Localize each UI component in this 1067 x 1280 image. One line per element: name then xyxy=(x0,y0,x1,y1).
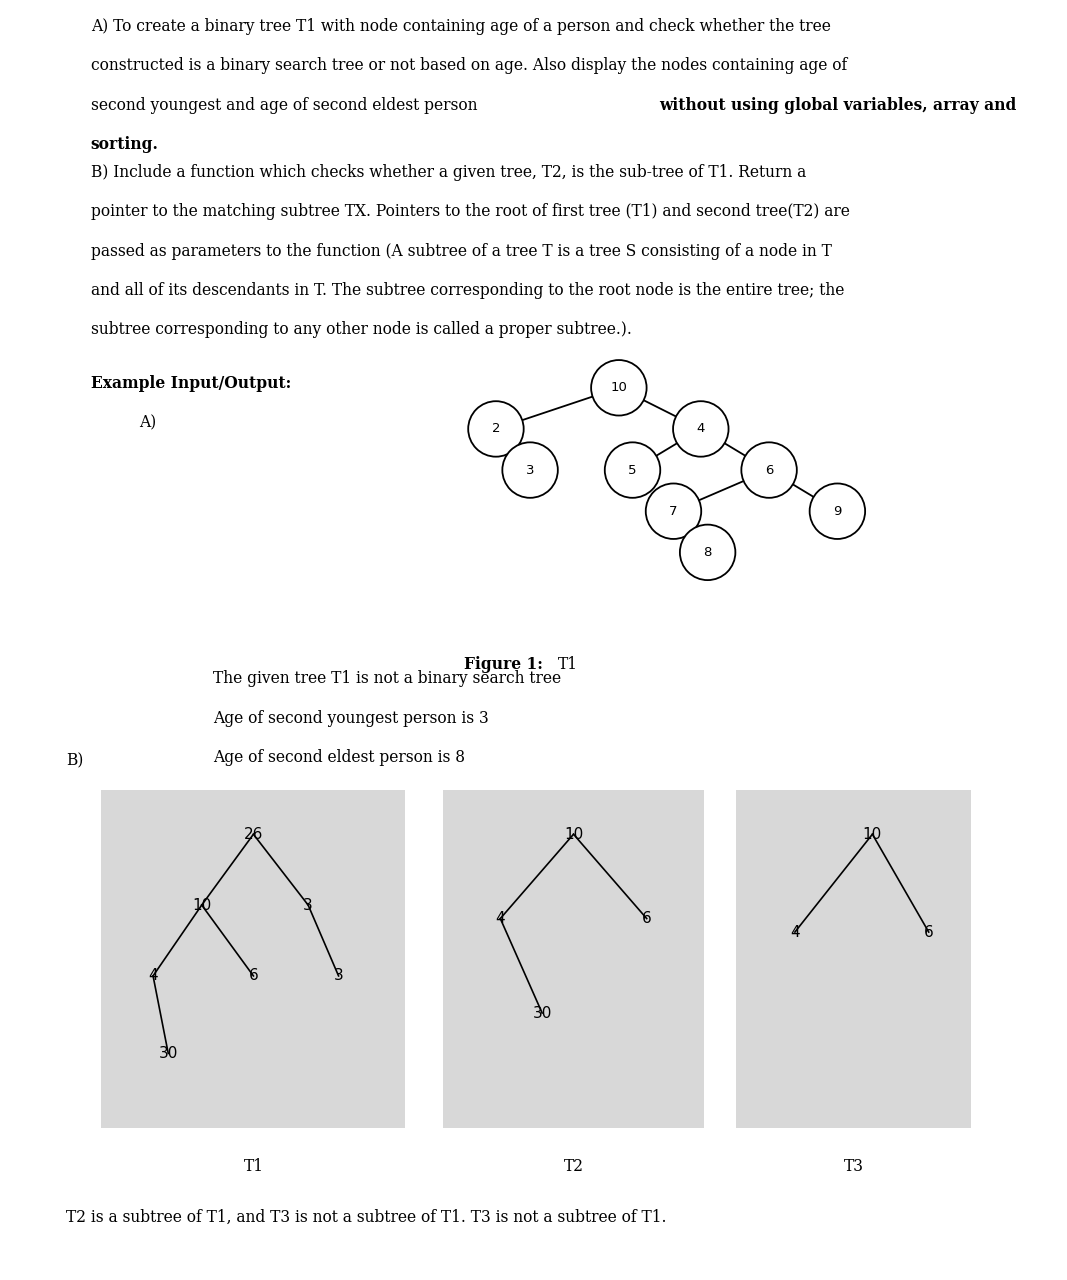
Ellipse shape xyxy=(468,401,524,457)
Ellipse shape xyxy=(742,443,797,498)
Ellipse shape xyxy=(591,360,647,416)
Text: A) To create a binary tree T1 with node containing age of a person and check whe: A) To create a binary tree T1 with node … xyxy=(91,18,830,35)
Ellipse shape xyxy=(680,525,735,580)
Ellipse shape xyxy=(810,484,865,539)
Text: 5: 5 xyxy=(628,463,637,476)
Ellipse shape xyxy=(673,401,729,457)
Text: subtree corresponding to any other node is called a proper subtree.).: subtree corresponding to any other node … xyxy=(91,321,632,338)
Text: sorting.: sorting. xyxy=(91,136,159,154)
Text: 9: 9 xyxy=(833,504,842,517)
Ellipse shape xyxy=(646,484,701,539)
Text: T3: T3 xyxy=(844,1157,863,1175)
Text: 10: 10 xyxy=(563,827,584,842)
FancyBboxPatch shape xyxy=(736,790,971,1128)
Ellipse shape xyxy=(605,443,660,498)
Text: 3: 3 xyxy=(334,969,344,983)
Text: 30: 30 xyxy=(532,1006,552,1020)
Text: 4: 4 xyxy=(495,911,505,925)
Text: Age of second youngest person is 3: Age of second youngest person is 3 xyxy=(213,709,489,727)
Text: 10: 10 xyxy=(610,381,627,394)
Text: 4: 4 xyxy=(697,422,705,435)
Text: 4: 4 xyxy=(790,924,800,940)
Text: B): B) xyxy=(66,753,83,769)
Ellipse shape xyxy=(503,443,558,498)
Text: second youngest and age of second eldest person: second youngest and age of second eldest… xyxy=(91,97,482,114)
Text: without using global variables, array and: without using global variables, array an… xyxy=(659,97,1017,114)
Text: A): A) xyxy=(139,415,156,431)
Text: constructed is a binary search tree or not based on age. Also display the nodes : constructed is a binary search tree or n… xyxy=(91,58,847,74)
Text: Example Input/Output:: Example Input/Output: xyxy=(91,375,291,392)
Text: Figure 1:: Figure 1: xyxy=(464,655,548,673)
Text: 3: 3 xyxy=(303,897,313,913)
Text: 8: 8 xyxy=(703,545,712,559)
Text: 6: 6 xyxy=(642,911,652,925)
Text: 3: 3 xyxy=(526,463,535,476)
Text: 7: 7 xyxy=(669,504,678,517)
Text: T1: T1 xyxy=(244,1157,264,1175)
Text: 2: 2 xyxy=(492,422,500,435)
Text: 4: 4 xyxy=(148,969,158,983)
FancyBboxPatch shape xyxy=(443,790,704,1128)
FancyBboxPatch shape xyxy=(101,790,405,1128)
Text: 6: 6 xyxy=(249,969,258,983)
Text: 6: 6 xyxy=(924,924,934,940)
Text: T2: T2 xyxy=(564,1157,584,1175)
Text: 26: 26 xyxy=(243,827,264,842)
Text: 10: 10 xyxy=(192,897,211,913)
Text: B) Include a function which checks whether a given tree, T2, is the sub-tree of : B) Include a function which checks wheth… xyxy=(91,164,806,180)
Text: T2 is a subtree of T1, and T3 is not a subtree of T1. T3 is not a subtree of T1.: T2 is a subtree of T1, and T3 is not a s… xyxy=(66,1210,667,1226)
Text: pointer to the matching subtree TX. Pointers to the root of first tree (T1) and : pointer to the matching subtree TX. Poin… xyxy=(91,204,849,220)
Text: and all of its descendants in T. The subtree corresponding to the root node is t: and all of its descendants in T. The sub… xyxy=(91,282,844,300)
Text: 6: 6 xyxy=(765,463,774,476)
Text: 10: 10 xyxy=(863,827,882,842)
Text: 30: 30 xyxy=(159,1046,178,1061)
Text: passed as parameters to the function (A subtree of a tree T is a tree S consisti: passed as parameters to the function (A … xyxy=(91,243,831,260)
Text: Age of second eldest person is 8: Age of second eldest person is 8 xyxy=(213,749,465,765)
Text: The given tree T1 is not a binary search tree: The given tree T1 is not a binary search… xyxy=(213,671,561,687)
Text: T1: T1 xyxy=(558,655,578,673)
